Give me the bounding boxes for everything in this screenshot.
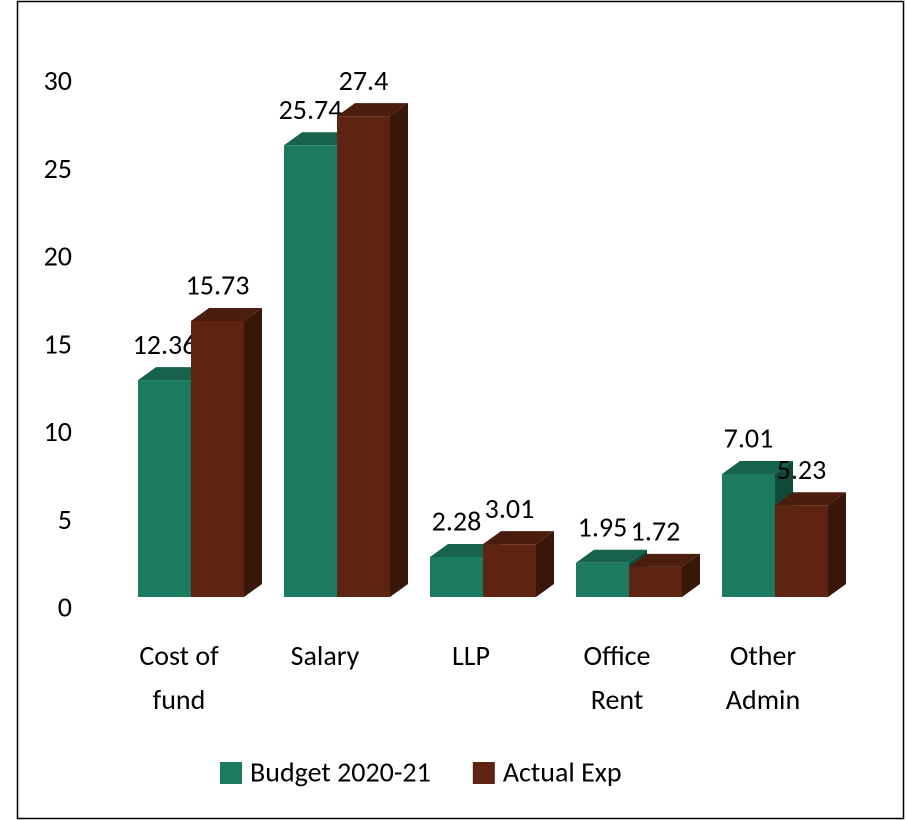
data-label: 25.74 bbox=[279, 92, 343, 127]
y-tick-label: 20 bbox=[44, 239, 72, 274]
bar-front bbox=[138, 380, 191, 597]
bar bbox=[775, 492, 846, 597]
bar-top bbox=[722, 460, 793, 474]
data-label: 27.4 bbox=[339, 63, 389, 98]
bar-side bbox=[536, 531, 554, 597]
bar-front bbox=[775, 505, 828, 597]
data-label: 1.72 bbox=[631, 514, 681, 549]
bar-front bbox=[337, 116, 390, 597]
x-tick-label: Cost of fund bbox=[139, 638, 219, 717]
y-tick-label: 10 bbox=[44, 414, 72, 449]
x-tick-label: Salary bbox=[290, 638, 360, 673]
data-label: 7.01 bbox=[724, 421, 774, 456]
data-label: 15.73 bbox=[186, 268, 250, 303]
bar-side bbox=[390, 103, 408, 597]
bar bbox=[337, 103, 408, 597]
bar-side bbox=[828, 492, 846, 597]
legend-swatch bbox=[220, 762, 242, 784]
data-label: 12.36 bbox=[133, 327, 197, 362]
bar-side bbox=[244, 307, 262, 597]
bar-top bbox=[576, 549, 647, 563]
bar-front bbox=[191, 320, 244, 597]
bar-top bbox=[337, 103, 408, 117]
y-tick-label: 0 bbox=[58, 590, 72, 625]
bar-front bbox=[629, 566, 682, 597]
y-tick-label: 25 bbox=[44, 151, 72, 186]
data-label: 2.28 bbox=[432, 504, 482, 539]
bar bbox=[629, 553, 700, 597]
y-tick-label: 30 bbox=[44, 63, 72, 98]
bar-top bbox=[775, 492, 846, 506]
data-label: 3.01 bbox=[485, 491, 535, 526]
bar-front bbox=[284, 145, 337, 597]
bar-front bbox=[430, 556, 483, 597]
bar-top bbox=[629, 553, 700, 567]
legend-swatch bbox=[472, 762, 495, 784]
legend-label: Actual Exp bbox=[503, 755, 622, 790]
chart-border bbox=[16, 0, 905, 820]
data-label: 1.95 bbox=[578, 509, 628, 544]
bar-front bbox=[576, 562, 629, 597]
bar-front bbox=[722, 473, 775, 597]
bar-side bbox=[682, 553, 700, 597]
bar-top bbox=[483, 531, 554, 545]
x-tick-label: Other Admin bbox=[725, 638, 801, 717]
y-tick-label: 15 bbox=[44, 326, 72, 361]
bar-top bbox=[191, 307, 262, 321]
x-tick-label: Office Rent bbox=[583, 638, 651, 717]
legend-label: Budget 2020-21 bbox=[250, 755, 431, 790]
y-tick-label: 5 bbox=[58, 502, 72, 537]
data-label: 5.23 bbox=[777, 452, 827, 487]
bar bbox=[483, 531, 554, 597]
bar bbox=[191, 307, 262, 597]
x-tick-label: LLP bbox=[451, 638, 490, 673]
bar-front bbox=[483, 544, 536, 597]
